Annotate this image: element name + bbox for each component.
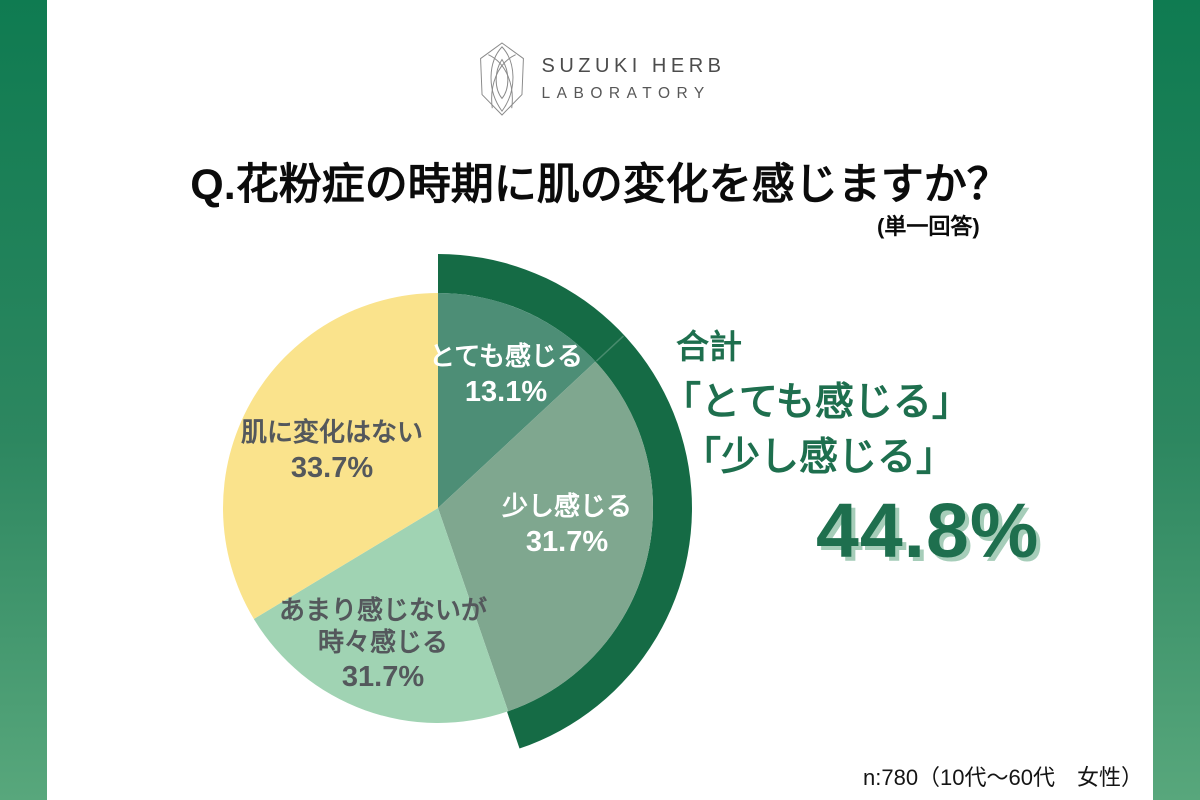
pie-label-percent: 31.7% xyxy=(525,525,609,558)
pie-label-henka-wa-nai: 肌に変化はない 33.7% xyxy=(222,417,442,486)
summary-heading: 合計 xyxy=(676,328,742,365)
brand-name: SUZUKI HERB xyxy=(541,55,726,77)
survey-question-title: Q.花粉症の時期に肌の変化を感じますか？ xyxy=(190,161,1010,209)
answer-type-note: (単一回答) xyxy=(877,214,980,239)
pie-label-percent: 31.7% xyxy=(341,661,425,694)
pie-label-percent: 13.1% xyxy=(464,375,548,408)
summary-answer-2: 「少し感じる」 xyxy=(682,436,956,479)
pie-slice-0 xyxy=(438,293,596,508)
pie-label-text: 少し感じる xyxy=(501,491,632,521)
summary-answer-1: 「とても感じる」 xyxy=(662,381,971,424)
suzuki-herb-logo-icon xyxy=(479,42,524,116)
ring-seam xyxy=(595,335,625,362)
left-green-band xyxy=(0,0,47,800)
pie-label-text: 肌に変化はない xyxy=(240,417,423,447)
highlight-ring xyxy=(438,254,692,749)
brand-logo-text: SUZUKI HERB LABORATORY xyxy=(542,55,726,103)
pie-slice-2 xyxy=(253,508,509,724)
pie-label-text: あまり感じないが xyxy=(278,595,487,625)
right-green-band xyxy=(1153,0,1200,800)
pie-label-sukoshi-kanjiru: 少し感じる 31.7% xyxy=(457,491,677,560)
pie-label-totemo-kanjiru: とても感じる 13.1% xyxy=(396,341,616,410)
pie-label-tokidoki-kanjiru: あまり感じないが 時々感じる 31.7% xyxy=(258,595,508,696)
pie-slice-1 xyxy=(438,361,654,712)
pie-label-text: 時々感じる xyxy=(317,626,448,657)
pie-label-percent: 33.7% xyxy=(290,451,374,484)
summary-total-percent: 44.8% xyxy=(816,488,1040,574)
sample-size-note: n:780（10代〜60代 女性） xyxy=(863,765,1143,790)
brand-subname: LABORATORY xyxy=(541,85,711,102)
pie-slice-3 xyxy=(223,293,438,619)
pie-label-text: とても感じる xyxy=(429,341,583,371)
brand-logo: SUZUKI HERB LABORATORY xyxy=(0,42,1200,116)
